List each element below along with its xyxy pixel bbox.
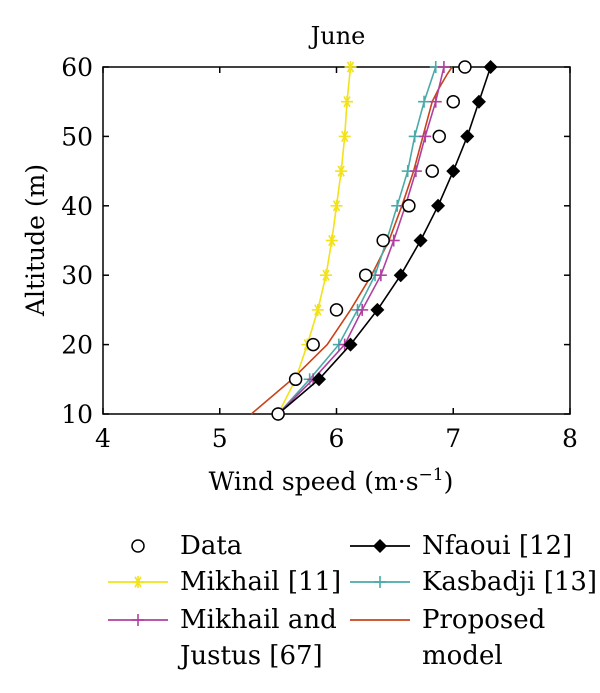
data-point-nfaoui-12 [413,233,428,248]
data-point-kasbadji-13 [418,95,431,108]
data-point-mikhail-11 [335,165,348,178]
data-point-data [271,407,285,421]
legend-label-mikhail-justus-line1: Mikhail and [180,605,337,635]
data-point-nfaoui-12 [370,302,385,317]
x-tick-label: 7 [445,424,461,453]
series-data [271,60,472,421]
legend-label-proposed-line1: Proposed [422,605,546,635]
legend-item-mikhail: Mikhail [11] [106,564,341,598]
data-point-data [329,303,344,317]
data-point-data [288,372,303,387]
data-point-nfaoui-12 [446,164,461,179]
data-point-nfaoui-12 [483,60,498,74]
series-line-mikhail-11 [277,66,352,415]
legend-symbol-nfaoui [350,539,410,553]
data-point-nfaoui-12 [343,337,358,352]
data-point-nfaoui-12 [431,198,446,213]
x-axis-ticks: 4 5 6 7 8 [95,67,578,453]
legend-marker-nfaoui-12 [373,539,387,553]
x-axis-label: Wind speed (m·s−1) [209,465,454,496]
x-axis-label-main: Wind speed (m·s [209,467,419,496]
series-nfaoui-12 [271,60,498,421]
series-mikhail-11 [272,61,357,420]
chart-title: June [308,22,366,50]
data-point-data [306,337,320,352]
data-point-mikhail-and-justus-67 [409,165,422,178]
data-point-mikhail-11 [330,199,343,212]
x-tick-label: 8 [562,424,578,453]
data-point-mikhail-11 [319,269,332,282]
legend-label-proposed: Proposed model [422,602,545,674]
data-point-data [358,268,373,282]
data-point-mikhail-11 [311,303,324,316]
legend-label-mikhail-justus-line2: Justus [67] [180,641,323,671]
data-point-nfaoui-12 [460,129,475,144]
data-point-kasbadji-13 [408,130,421,143]
x-tick-label: 5 [212,424,228,453]
legend-label-kasbadji: Kasbadji [13] [422,567,598,597]
y-tick-label: 30 [61,261,93,290]
data-point-mikhail-11 [344,61,357,73]
legend-label-mikhail-justus: Mikhail and Justus [67] [180,602,337,674]
legend-symbol-mikhail-justus [108,614,168,626]
legend-symbol-kasbadji [350,576,410,588]
legend-item-nfaoui: Nfaoui [12] [348,528,572,562]
data-point-mikhail-and-justus-67 [356,303,369,316]
y-tick-label: 20 [61,331,93,360]
data-point-mikhail-and-justus-67 [429,95,442,108]
legend-symbol-data [131,539,145,553]
y-tick-label: 50 [61,122,93,151]
legend-item-data: Data [106,528,242,562]
chart-canvas: June 4 5 6 7 8 10 20 30 40 50 60 Wind speed (m·s−… [21,22,578,496]
data-point-mikhail-11 [338,130,351,143]
y-tick-label: 40 [61,192,93,221]
legend-item-proposed: Proposed model [348,602,545,674]
data-point-data [402,199,416,213]
data-point-data [425,164,439,178]
y-tick-label: 10 [61,400,93,429]
legend-label-data: Data [180,531,243,561]
data-point-mikhail-11 [325,234,338,247]
y-axis-ticks: 10 20 30 40 50 60 [61,53,570,429]
x-tick-label: 6 [329,424,345,453]
x-axis-label-close: ) [444,467,454,496]
x-axis-label-exp: −1 [419,465,444,485]
legend-marker-mikhail-and-justus-67 [132,614,144,626]
data-point-data [376,233,390,248]
data-point-data [432,129,446,144]
data-point-mikhail-and-justus-67 [437,61,450,73]
legend-marker-mikhail-11 [132,576,144,588]
data-point-mikhail-and-justus-67 [419,130,432,143]
data-point-nfaoui-12 [393,268,408,283]
data-point-nfaoui-12 [311,372,326,387]
legend-item-kasbadji: Kasbadji [13] [348,564,597,598]
data-point-data [458,60,472,74]
y-tick-label: 60 [61,53,93,82]
series-layer [250,60,498,421]
legend-label-proposed-line2: model [422,641,503,671]
data-point-data [446,94,460,109]
legend-symbol-proposed [350,619,410,621]
data-point-mikhail-and-justus-67 [374,269,387,282]
legend-label-mikhail: Mikhail [11] [180,567,342,597]
legend-marker-kasbadji-13 [374,576,386,588]
y-axis-label: Altitude (m) [21,164,50,317]
x-tick-label: 4 [95,424,111,453]
legend-symbol-mikhail [108,576,168,588]
legend-item-mikhail-justus: Mikhail and Justus [67] [106,602,337,674]
legend-label-nfaoui: Nfaoui [12] [422,531,573,561]
data-point-nfaoui-12 [471,94,486,109]
legend-marker-data [131,539,145,553]
data-point-mikhail-11 [341,95,354,108]
